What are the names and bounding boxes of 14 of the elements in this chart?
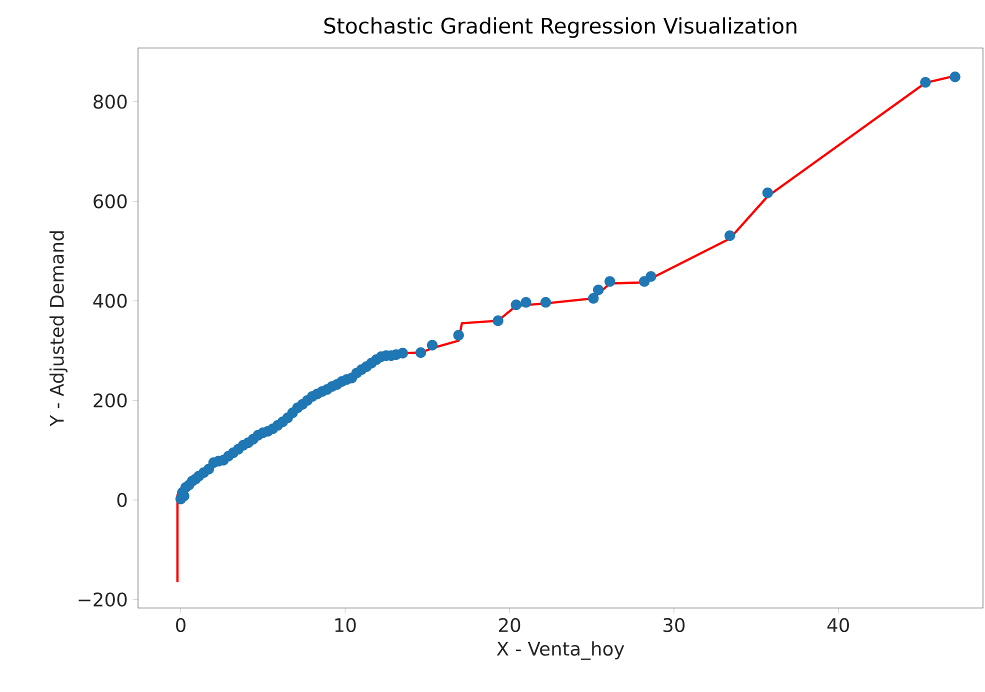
x-axis-title: X - Venta_hoy <box>496 641 624 660</box>
y-tick-label: 800 <box>94 94 127 109</box>
x-tick-label: 40 <box>827 618 849 632</box>
y-tick-label: 400 <box>93 294 127 308</box>
x-tick-label: 0 <box>176 618 186 632</box>
y-axis-title: Y - Adjusted Demand <box>49 231 68 426</box>
y-tick-label: 200 <box>94 393 127 408</box>
x-tick-label: 10 <box>335 618 356 632</box>
x-tick-label: 20 <box>499 618 520 632</box>
y-tick-label: −200 <box>78 592 127 607</box>
x-tick-label: 30 <box>663 618 685 632</box>
y-tick-label: 0 <box>117 492 127 508</box>
y-tick-label: 600 <box>94 194 127 208</box>
chart-title: Stochastic Gradient Regression Visualization <box>324 17 796 38</box>
